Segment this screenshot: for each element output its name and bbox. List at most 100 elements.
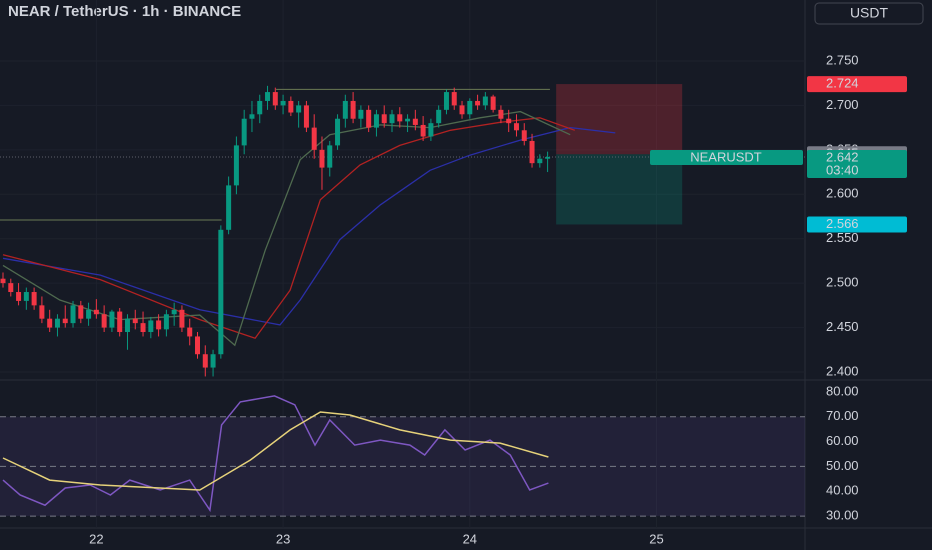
y-tick-label: 2.450 bbox=[826, 319, 859, 334]
stop-zone bbox=[556, 154, 683, 225]
candle-body bbox=[335, 118, 341, 146]
candle-body bbox=[148, 320, 154, 333]
y-tick-label: 2.700 bbox=[826, 97, 859, 112]
countdown: 03:40 bbox=[826, 162, 859, 177]
symbol-tag: NEARUSDT bbox=[690, 149, 762, 164]
candle-body bbox=[78, 305, 84, 319]
candle-body bbox=[86, 309, 92, 319]
x-tick-label: 23 bbox=[276, 531, 290, 546]
target-tag-bg bbox=[807, 76, 907, 93]
candle-body bbox=[171, 309, 177, 315]
candle-body bbox=[31, 292, 37, 306]
candle-body bbox=[443, 92, 449, 110]
candle-body bbox=[296, 105, 302, 113]
candle-body bbox=[8, 283, 14, 293]
candle-body bbox=[529, 140, 535, 164]
x-tick-label: 22 bbox=[89, 531, 103, 546]
candle-body bbox=[288, 100, 294, 113]
candle-body bbox=[482, 96, 488, 106]
candle-body bbox=[280, 100, 286, 106]
candle-body bbox=[156, 320, 162, 330]
last-price-tag: 2.642 bbox=[826, 149, 859, 164]
stop-tag-bg bbox=[807, 216, 907, 233]
candle-body bbox=[342, 100, 348, 119]
candle-body bbox=[475, 100, 481, 106]
candle-body bbox=[545, 156, 551, 159]
rsi-tick-label: 50.00 bbox=[826, 458, 859, 473]
candle-body bbox=[23, 292, 29, 301]
candle-body bbox=[93, 309, 99, 315]
candle-body bbox=[373, 114, 379, 128]
candle-body bbox=[195, 336, 201, 355]
candle-body bbox=[47, 318, 53, 328]
candle-body bbox=[490, 96, 496, 110]
rsi-tick-label: 30.00 bbox=[826, 508, 859, 523]
candle-body bbox=[257, 100, 263, 115]
candle-body bbox=[124, 318, 130, 333]
rsi-line bbox=[2, 395, 549, 513]
candle-body bbox=[0, 278, 6, 284]
candle-body bbox=[389, 114, 395, 124]
candle-body bbox=[358, 109, 364, 119]
candle-body bbox=[226, 185, 232, 230]
candle-body bbox=[467, 100, 473, 115]
candle-body bbox=[513, 123, 519, 131]
y-tick-label: 2.600 bbox=[826, 186, 859, 201]
candle-body bbox=[327, 145, 333, 168]
candle-body bbox=[420, 124, 426, 137]
chart-title: NEAR / TetherUS · 1h · BINANCE bbox=[8, 3, 241, 20]
last-price-bg bbox=[807, 149, 907, 178]
currency-button-label[interactable]: USDT bbox=[850, 5, 889, 21]
candle-body bbox=[241, 118, 247, 146]
target-zone bbox=[556, 84, 683, 155]
y-tick-label: 2.550 bbox=[826, 230, 859, 245]
candle-body bbox=[311, 127, 317, 150]
candle-body bbox=[117, 311, 123, 333]
y-tick-label: 2.500 bbox=[826, 275, 859, 290]
rsi-line bbox=[2, 411, 549, 491]
candle-body bbox=[498, 109, 504, 119]
candle-body bbox=[54, 318, 60, 328]
candle-body bbox=[140, 323, 146, 333]
candle-body bbox=[218, 229, 224, 355]
y-tick-label: 2.750 bbox=[826, 52, 859, 67]
candle-body bbox=[132, 318, 138, 324]
candle-body bbox=[265, 92, 271, 101]
rsi-tick-label: 80.00 bbox=[826, 383, 859, 398]
candle-body bbox=[249, 114, 255, 119]
candle-body bbox=[405, 118, 411, 122]
rsi-tick-label: 70.00 bbox=[826, 408, 859, 423]
candle-body bbox=[16, 292, 22, 301]
target-tag: 2.724 bbox=[826, 76, 859, 91]
candle-body bbox=[303, 105, 309, 128]
candle-body bbox=[381, 114, 387, 124]
candle-body bbox=[397, 114, 403, 122]
candle-body bbox=[436, 109, 442, 124]
candle-body bbox=[459, 105, 465, 115]
rsi-tick-label: 40.00 bbox=[826, 483, 859, 498]
candle-body bbox=[187, 327, 193, 337]
symbol-tag-bg bbox=[650, 149, 803, 165]
candle-body bbox=[101, 314, 107, 328]
candle-body bbox=[506, 118, 512, 124]
candle-body bbox=[62, 318, 68, 324]
candle-body bbox=[412, 118, 418, 125]
candle-body bbox=[319, 149, 325, 168]
moving-average bbox=[2, 126, 616, 326]
candle-body bbox=[428, 123, 434, 137]
candle-body bbox=[163, 314, 169, 330]
candle-body bbox=[350, 100, 356, 119]
candle-body bbox=[179, 309, 185, 328]
candle-body bbox=[70, 305, 76, 324]
rsi-tick-label: 60.00 bbox=[826, 433, 859, 448]
y-tick-label: 2.400 bbox=[826, 363, 859, 378]
x-tick-label: 25 bbox=[649, 531, 663, 546]
currency-button[interactable] bbox=[814, 2, 924, 25]
candle-body bbox=[521, 130, 527, 141]
candle-body bbox=[366, 109, 372, 128]
stop-tag: 2.566 bbox=[826, 216, 859, 231]
candle-body bbox=[537, 158, 543, 164]
